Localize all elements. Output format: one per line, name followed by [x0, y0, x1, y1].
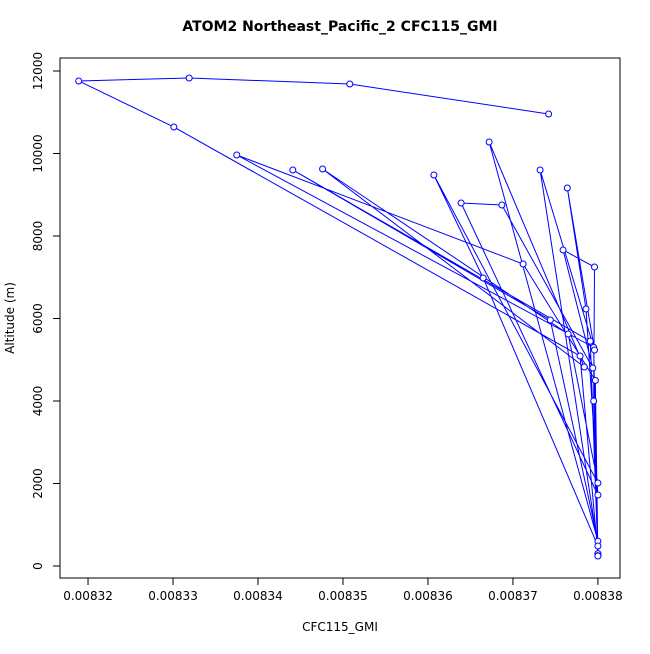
data-point	[545, 110, 553, 118]
data-point	[591, 376, 599, 384]
data-point	[594, 491, 602, 499]
y-axis-label: Altitude (m)	[3, 282, 17, 354]
data-point	[498, 201, 506, 209]
data-point	[75, 77, 83, 85]
data-point	[519, 260, 527, 268]
x-tick-label: 0.00834	[233, 589, 283, 603]
data-point	[594, 552, 602, 560]
y-tick-label: 2000	[31, 468, 45, 499]
data-point	[590, 397, 598, 405]
y-tick-label: 12000	[31, 52, 45, 90]
data-point	[563, 184, 571, 192]
x-tick-label: 0.00832	[63, 589, 113, 603]
y-tick-label: 4000	[31, 386, 45, 417]
x-tick-label: 0.00833	[148, 589, 198, 603]
data-point	[559, 246, 567, 254]
data-point	[319, 165, 327, 173]
data-point	[580, 363, 588, 371]
data-point	[564, 330, 572, 338]
data-point	[346, 80, 354, 88]
data-point	[289, 166, 297, 174]
data-point	[170, 123, 178, 131]
data-point	[582, 305, 590, 313]
data-point	[485, 138, 493, 146]
data-line	[78, 77, 599, 557]
data-point	[233, 151, 241, 159]
data-point	[591, 346, 599, 354]
data-point	[586, 337, 594, 345]
x-tick-label: 0.00835	[318, 589, 368, 603]
data-point	[591, 263, 599, 271]
x-axis-label: CFC115_GMI	[302, 620, 378, 634]
data-point	[594, 479, 602, 487]
y-tick-label: 0	[31, 562, 45, 570]
x-tick-label: 0.00837	[488, 589, 538, 603]
data-point	[430, 171, 438, 179]
y-tick-label: 8000	[31, 221, 45, 252]
data-point	[479, 274, 487, 282]
x-tick-label: 0.00836	[403, 589, 453, 603]
data-point	[589, 364, 597, 372]
data-point	[594, 542, 602, 550]
y-tick-label: 10000	[31, 134, 45, 172]
chart-title: ATOM2 Northeast_Pacific_2 CFC115_GMI	[182, 19, 497, 35]
data-point	[536, 166, 544, 174]
y-tick-label: 6000	[31, 303, 45, 334]
x-tick-label: 0.00838	[573, 589, 623, 603]
data-point	[546, 316, 554, 324]
data-point	[576, 352, 584, 360]
data-point	[185, 74, 193, 82]
data-point	[457, 199, 465, 207]
